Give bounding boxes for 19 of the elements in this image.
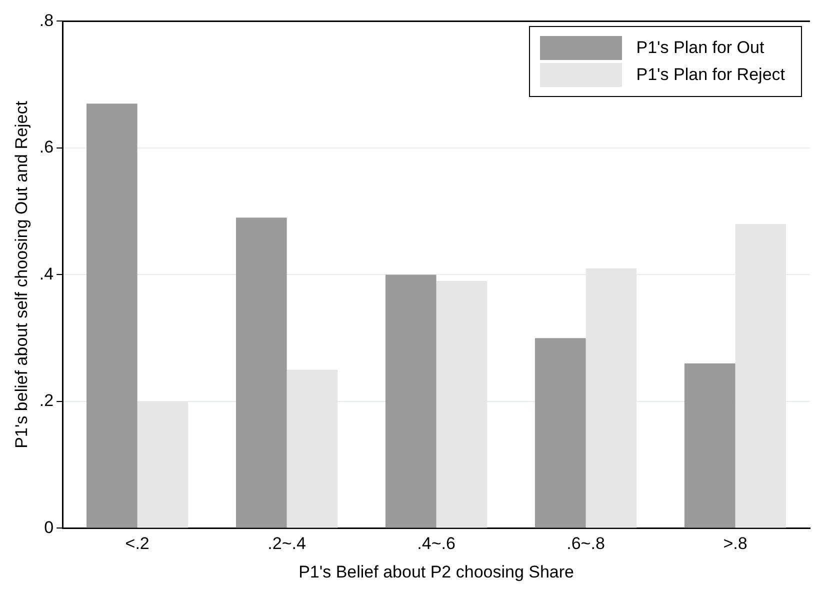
- x-tick-label: .6~.8: [566, 534, 605, 554]
- bar: [684, 363, 736, 528]
- y-tick-label: .4: [39, 264, 54, 284]
- bar: [236, 218, 287, 528]
- bar: [385, 274, 436, 528]
- legend-label: P1's Plan for Reject: [636, 65, 785, 85]
- y-tick-label: .8: [39, 10, 54, 30]
- bar: [86, 104, 138, 528]
- x-tick-label: <.2: [125, 534, 150, 554]
- y-tick-label: .6: [39, 138, 54, 157]
- y-axis-title: P1's belief about self choosing Out and Reject: [12, 100, 31, 448]
- x-tick-label: >.8: [723, 534, 748, 554]
- y-tick-label: 0: [44, 518, 54, 537]
- y-tick-label: .2: [39, 391, 54, 410]
- x-axis-title: P1's Belief about P2 choosing Share: [298, 562, 574, 582]
- x-tick-label: .4~.6: [417, 534, 456, 554]
- bar: [534, 338, 586, 528]
- legend-label: P1's Plan for Out: [636, 38, 764, 58]
- x-tick-label: .2~.4: [268, 534, 306, 554]
